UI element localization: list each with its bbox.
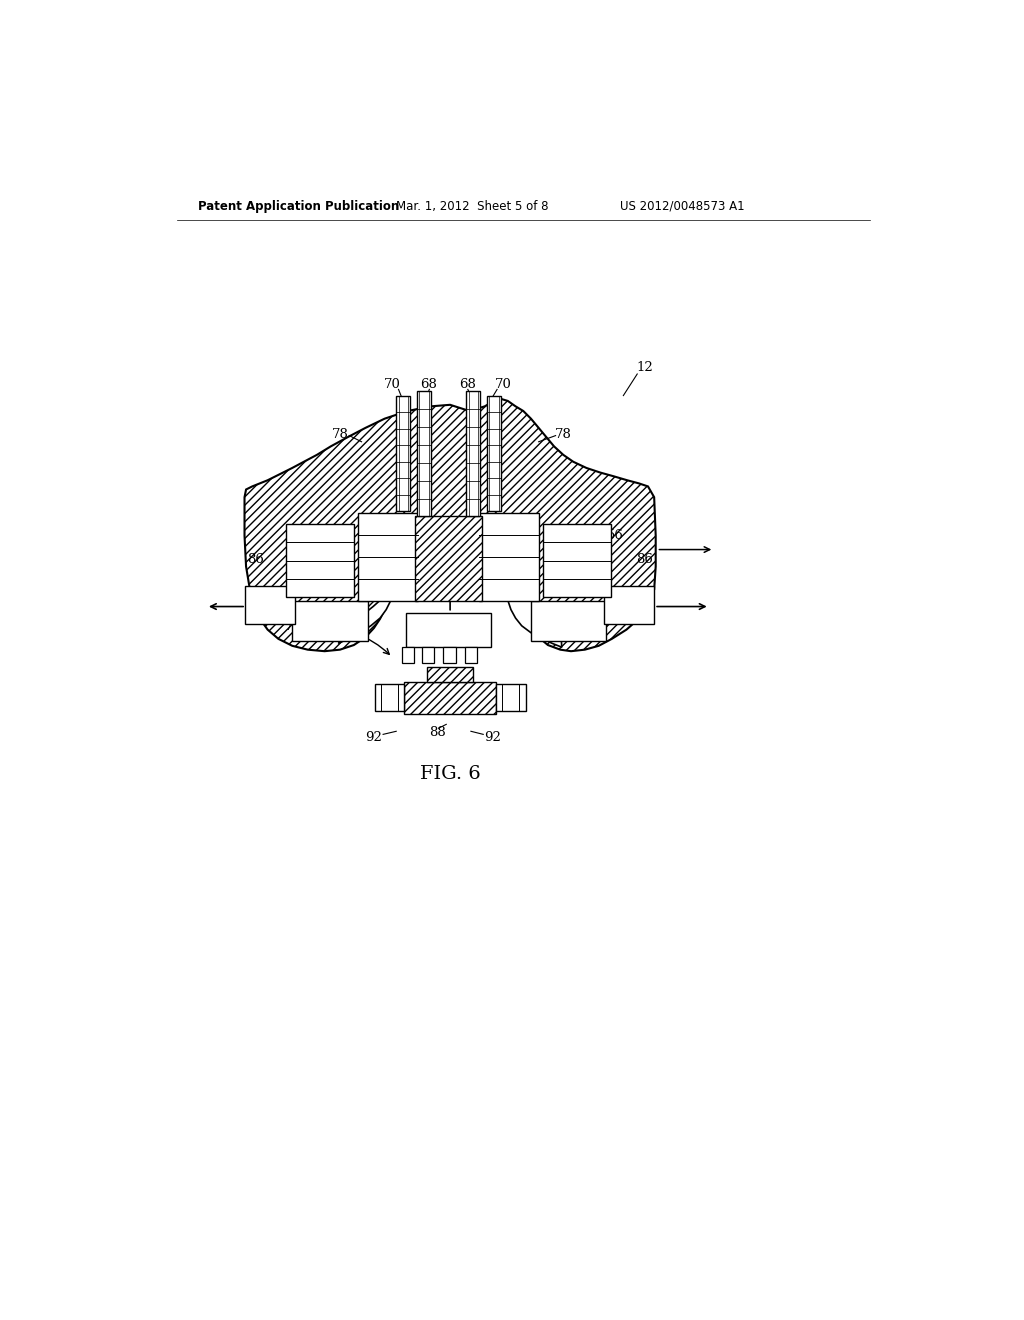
Bar bbox=[604, 586, 654, 624]
Bar bbox=[417, 391, 431, 516]
Bar bbox=[407, 612, 490, 647]
Polygon shape bbox=[245, 399, 655, 651]
Bar bbox=[479, 512, 540, 601]
Text: 72: 72 bbox=[286, 620, 302, 634]
Text: US 2012/0048573 A1: US 2012/0048573 A1 bbox=[620, 199, 744, 213]
Text: 76: 76 bbox=[455, 545, 472, 557]
Text: 90: 90 bbox=[475, 582, 493, 594]
Text: 86: 86 bbox=[637, 553, 653, 566]
Bar bbox=[403, 682, 497, 714]
Text: 92: 92 bbox=[484, 731, 501, 744]
Text: 84: 84 bbox=[562, 531, 580, 544]
Text: 78: 78 bbox=[332, 428, 348, 441]
Text: 86: 86 bbox=[247, 553, 264, 566]
Text: 70: 70 bbox=[495, 379, 512, 391]
Bar bbox=[427, 667, 473, 682]
Text: 12: 12 bbox=[637, 362, 653, 375]
Bar bbox=[292, 601, 368, 642]
Text: 70: 70 bbox=[384, 379, 400, 391]
Text: Patent Application Publication: Patent Application Publication bbox=[199, 199, 399, 213]
Bar bbox=[357, 512, 418, 601]
Text: 82: 82 bbox=[324, 554, 341, 566]
Bar bbox=[466, 391, 480, 516]
Bar bbox=[443, 647, 456, 663]
Bar bbox=[286, 524, 354, 598]
Text: 92: 92 bbox=[365, 731, 382, 744]
Bar bbox=[416, 516, 481, 601]
Bar bbox=[544, 524, 611, 598]
Bar bbox=[427, 667, 473, 682]
Bar bbox=[245, 586, 295, 624]
Polygon shape bbox=[339, 528, 562, 647]
Text: 78: 78 bbox=[555, 428, 571, 441]
Bar bbox=[487, 396, 501, 511]
Text: 74: 74 bbox=[407, 545, 424, 557]
Text: FIG. 6: FIG. 6 bbox=[420, 766, 480, 783]
Bar bbox=[531, 601, 606, 642]
Bar bbox=[465, 647, 477, 663]
Text: 88: 88 bbox=[429, 726, 445, 739]
Text: Mar. 1, 2012  Sheet 5 of 8: Mar. 1, 2012 Sheet 5 of 8 bbox=[396, 199, 549, 213]
Text: 74: 74 bbox=[432, 545, 449, 557]
Text: 82: 82 bbox=[544, 554, 561, 566]
Bar bbox=[416, 516, 481, 601]
Text: 68: 68 bbox=[420, 379, 437, 391]
Text: 56: 56 bbox=[607, 529, 624, 543]
Bar bbox=[422, 647, 434, 663]
Bar bbox=[375, 684, 403, 711]
Bar bbox=[403, 682, 497, 714]
Bar bbox=[401, 647, 414, 663]
Bar bbox=[396, 396, 410, 511]
Bar bbox=[497, 684, 525, 711]
Text: 84: 84 bbox=[299, 531, 316, 544]
Text: 68: 68 bbox=[460, 379, 476, 391]
